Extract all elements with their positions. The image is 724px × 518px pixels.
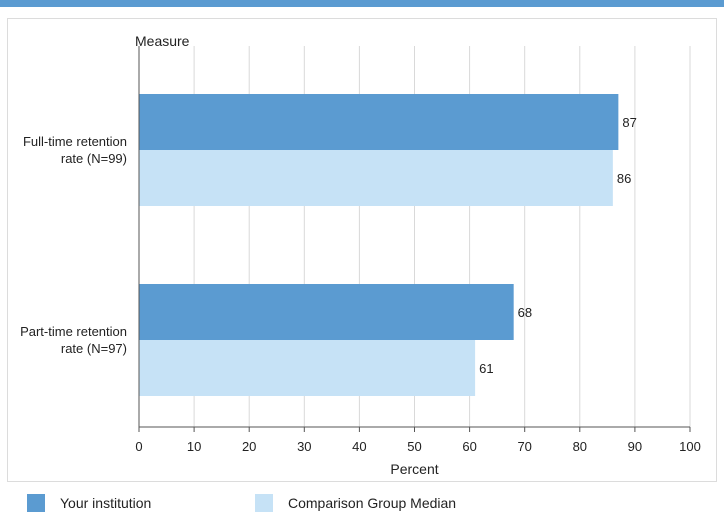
- bar-series-1-category-1: [139, 340, 476, 396]
- legend-swatch-your-institution: [27, 494, 45, 512]
- tick-label-x-70: 70: [517, 439, 531, 454]
- chart-legend: Your institution Comparison Group Median: [0, 486, 724, 518]
- data-label-series-0-category-1: 68: [518, 305, 532, 320]
- category-label-0-line2: rate (N=99): [61, 151, 127, 166]
- data-label-series-1-category-0: 86: [617, 171, 631, 186]
- legend-item-comparison-group-median: Comparison Group Median: [255, 494, 456, 512]
- data-label-series-1-category-1: 61: [479, 361, 493, 376]
- tick-label-x-0: 0: [135, 439, 142, 454]
- tick-label-x-60: 60: [462, 439, 476, 454]
- x-axis-title: Percent: [390, 461, 438, 477]
- bar-series-0-category-0: [139, 94, 619, 150]
- legend-item-your-institution: Your institution: [27, 494, 151, 512]
- tick-label-x-90: 90: [628, 439, 642, 454]
- category-axis-title: Measure: [135, 33, 190, 49]
- category-label-0-line1: Full-time retention: [23, 134, 127, 149]
- tick-label-x-100: 100: [679, 439, 701, 454]
- legend-swatch-comparison-group-median: [255, 494, 273, 512]
- category-label-1-line1: Part-time retention: [20, 324, 127, 339]
- tick-label-x-50: 50: [407, 439, 421, 454]
- bar-series-0-category-1: [139, 284, 514, 340]
- top-accent-bar: [0, 0, 724, 7]
- tick-label-x-40: 40: [352, 439, 366, 454]
- category-label-1-line2: rate (N=97): [61, 341, 127, 356]
- tick-label-x-10: 10: [187, 439, 201, 454]
- tick-label-x-20: 20: [242, 439, 256, 454]
- tick-label-x-30: 30: [297, 439, 311, 454]
- tick-label-x-80: 80: [573, 439, 587, 454]
- bar-chart: 0 10 20 30 40 50 60 70 80 90 100 87 68 86 61 Full-time …: [20, 33, 701, 477]
- bar-series-1-category-0: [139, 150, 613, 206]
- legend-label-comparison-group-median: Comparison Group Median: [288, 495, 457, 511]
- data-label-series-0-category-0: 87: [622, 115, 636, 130]
- legend-label-your-institution: Your institution: [60, 495, 152, 511]
